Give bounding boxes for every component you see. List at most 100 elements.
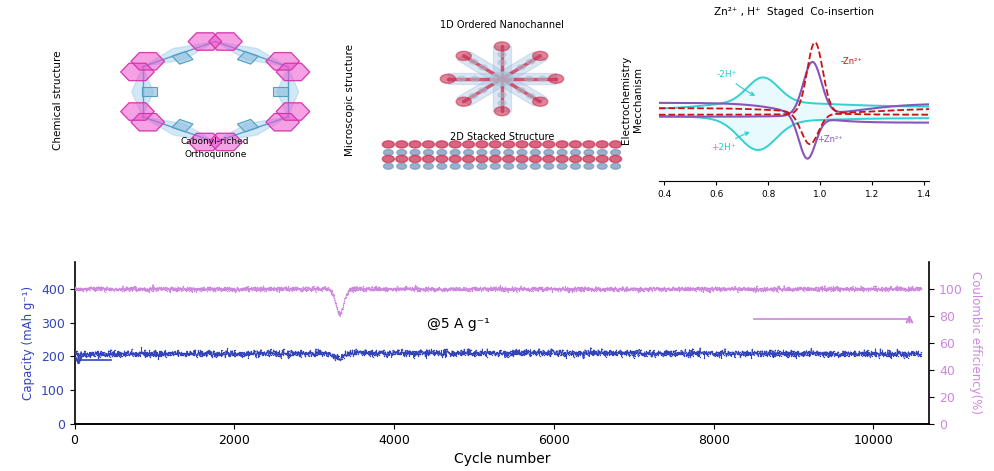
Circle shape: [490, 163, 500, 169]
Circle shape: [517, 65, 525, 70]
Circle shape: [411, 150, 419, 155]
Polygon shape: [131, 114, 164, 131]
Circle shape: [498, 93, 506, 97]
Circle shape: [571, 163, 580, 169]
Polygon shape: [238, 51, 258, 64]
Circle shape: [396, 141, 408, 148]
Circle shape: [397, 150, 407, 155]
Circle shape: [435, 141, 447, 148]
Polygon shape: [238, 120, 258, 132]
Circle shape: [544, 163, 554, 169]
Circle shape: [469, 59, 477, 64]
Circle shape: [570, 155, 581, 162]
Circle shape: [597, 163, 607, 169]
Circle shape: [549, 74, 564, 83]
Polygon shape: [495, 52, 547, 83]
Circle shape: [456, 51, 471, 60]
Text: @5 A g⁻¹: @5 A g⁻¹: [426, 317, 489, 331]
Circle shape: [558, 163, 567, 169]
Circle shape: [558, 150, 567, 155]
Circle shape: [570, 141, 581, 148]
Circle shape: [463, 150, 473, 155]
Polygon shape: [142, 117, 216, 142]
Circle shape: [437, 150, 446, 155]
Circle shape: [530, 155, 542, 162]
Circle shape: [527, 59, 535, 64]
Circle shape: [463, 163, 473, 169]
Circle shape: [571, 150, 580, 155]
Polygon shape: [209, 33, 243, 50]
Polygon shape: [495, 75, 547, 106]
Circle shape: [423, 150, 433, 155]
Polygon shape: [492, 46, 512, 79]
Circle shape: [525, 76, 533, 81]
Circle shape: [596, 155, 608, 162]
Circle shape: [610, 163, 620, 169]
Polygon shape: [131, 53, 164, 70]
Circle shape: [610, 150, 620, 155]
Circle shape: [582, 155, 594, 162]
Polygon shape: [276, 103, 310, 120]
Polygon shape: [188, 33, 222, 50]
Circle shape: [479, 88, 487, 93]
Polygon shape: [120, 103, 154, 120]
Polygon shape: [276, 63, 310, 81]
Circle shape: [517, 163, 527, 169]
Circle shape: [596, 141, 608, 148]
Circle shape: [437, 163, 446, 169]
Circle shape: [517, 88, 525, 93]
Circle shape: [435, 155, 447, 162]
Circle shape: [533, 97, 548, 106]
Polygon shape: [142, 87, 157, 97]
Circle shape: [440, 74, 455, 83]
Circle shape: [533, 51, 548, 60]
Circle shape: [494, 42, 510, 51]
Y-axis label: Coulombic efficiency(%): Coulombic efficiency(%): [969, 271, 982, 414]
Circle shape: [516, 155, 528, 162]
Circle shape: [456, 97, 471, 106]
Circle shape: [539, 76, 547, 81]
Polygon shape: [120, 63, 154, 81]
Circle shape: [584, 163, 593, 169]
Circle shape: [527, 94, 535, 98]
Circle shape: [498, 60, 506, 65]
Circle shape: [462, 155, 474, 162]
Circle shape: [462, 141, 474, 148]
Circle shape: [410, 155, 421, 162]
Polygon shape: [273, 87, 288, 97]
Text: Electrochemistry
Mecchanism: Electrochemistry Mecchanism: [621, 56, 642, 144]
Text: +Zn²⁺: +Zn²⁺: [817, 135, 843, 144]
Polygon shape: [216, 117, 288, 142]
Circle shape: [471, 76, 479, 81]
Circle shape: [491, 72, 513, 86]
Circle shape: [531, 150, 541, 155]
Text: 2D Stacked Structure: 2D Stacked Structure: [449, 132, 555, 142]
X-axis label: Cycle number: Cycle number: [453, 452, 551, 466]
Text: 1D Ordered Nanochannel: 1D Ordered Nanochannel: [440, 20, 564, 31]
Circle shape: [498, 101, 506, 106]
Text: Orthoquinone: Orthoquinone: [184, 150, 247, 160]
Text: -2H⁺: -2H⁺: [716, 70, 754, 95]
Circle shape: [479, 65, 487, 70]
Circle shape: [516, 141, 528, 148]
Circle shape: [396, 155, 408, 162]
Circle shape: [597, 150, 607, 155]
Text: +2H⁺: +2H⁺: [711, 132, 748, 152]
Circle shape: [449, 141, 461, 148]
Polygon shape: [492, 79, 512, 111]
Circle shape: [397, 163, 407, 169]
Circle shape: [489, 141, 501, 148]
Circle shape: [517, 150, 527, 155]
Circle shape: [531, 163, 541, 169]
Circle shape: [383, 155, 395, 162]
Circle shape: [384, 163, 394, 169]
Polygon shape: [266, 53, 299, 70]
Circle shape: [477, 163, 487, 169]
Polygon shape: [457, 75, 509, 106]
Circle shape: [503, 155, 515, 162]
Circle shape: [457, 76, 465, 81]
Circle shape: [476, 155, 488, 162]
Circle shape: [544, 150, 554, 155]
Circle shape: [489, 155, 501, 162]
Circle shape: [543, 141, 555, 148]
